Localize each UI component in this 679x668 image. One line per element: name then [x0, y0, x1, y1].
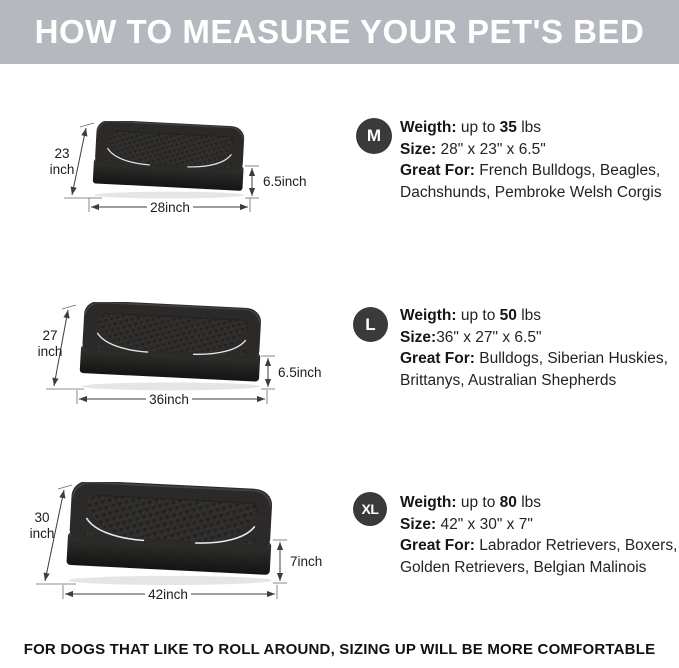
- side-dimension-value: 23: [54, 146, 69, 161]
- header-banner: HOW TO MEASURE YOUR PET'S BED: [0, 0, 679, 64]
- great-for-line: Great For: Labrador Retrievers, Boxers, …: [400, 537, 678, 576]
- footer-note-text: FOR DOGS THAT LIKE TO ROLL AROUND, SIZIN…: [23, 641, 656, 658]
- size-description-m: Weigth: up to 35 lbs Size: 28" x 23" x 6…: [400, 117, 679, 203]
- height-dimension-label: 6.5inch: [263, 174, 307, 189]
- height-dimension-label: 6.5inch: [278, 365, 322, 380]
- size-line: Size:36" x 27" x 6.5": [400, 328, 542, 346]
- bed-figure-l: 27 inch 6.5inch 36inch: [10, 283, 350, 423]
- size-badge-xl: XL: [353, 492, 387, 526]
- weight-line: Weigth: up to 50 lbs: [400, 307, 542, 324]
- dimension-annotations-xl: 30 inch 7inch 42inch: [30, 484, 322, 602]
- height-dimension-label: 7inch: [290, 554, 322, 569]
- front-dimension-label: 28inch: [150, 200, 190, 215]
- weight-line: Weigth: up to 35 lbs: [400, 119, 542, 136]
- dimension-annotations-l: 27 inch 6.5inch 36inch: [38, 304, 322, 407]
- side-dimension-unit: inch: [50, 162, 75, 177]
- weight-line: Weigth: up to 80 lbs: [400, 494, 542, 511]
- page-title: HOW TO MEASURE YOUR PET'S BED: [34, 13, 645, 50]
- size-description-xl: Weigth: up to 80 lbs Size: 42" x 30" x 7…: [400, 492, 679, 578]
- size-badge-m: M: [356, 118, 392, 154]
- front-dimension-label: 36inch: [149, 392, 189, 407]
- bed-figure-xl: 30 inch 7inch 42inch: [10, 465, 350, 615]
- great-for-line: Great For: French Bulldogs, Beagles, Dac…: [400, 162, 662, 201]
- bed-figure-m: 23 inch 6.5inch 28inch: [10, 95, 350, 230]
- front-dimension-label: 42inch: [148, 587, 188, 602]
- size-badge-l: L: [353, 307, 388, 342]
- side-dimension-value: 30: [34, 510, 49, 525]
- size-description-l: Weigth: up to 50 lbs Size:36" x 27" x 6.…: [400, 305, 679, 391]
- side-dimension-unit: inch: [38, 344, 63, 359]
- side-dimension-value: 27: [42, 328, 57, 343]
- dimension-annotations-m: 23 inch 6.5inch 28inch: [50, 122, 307, 215]
- great-for-line: Great For: Bulldogs, Siberian Huskies, B…: [400, 350, 668, 389]
- footer-note: FOR DOGS THAT LIKE TO ROLL AROUND, SIZIN…: [0, 641, 679, 658]
- size-line: Size: 28" x 23" x 6.5": [400, 140, 546, 158]
- size-line: Size: 42" x 30" x 7": [400, 515, 533, 533]
- side-dimension-unit: inch: [30, 526, 55, 541]
